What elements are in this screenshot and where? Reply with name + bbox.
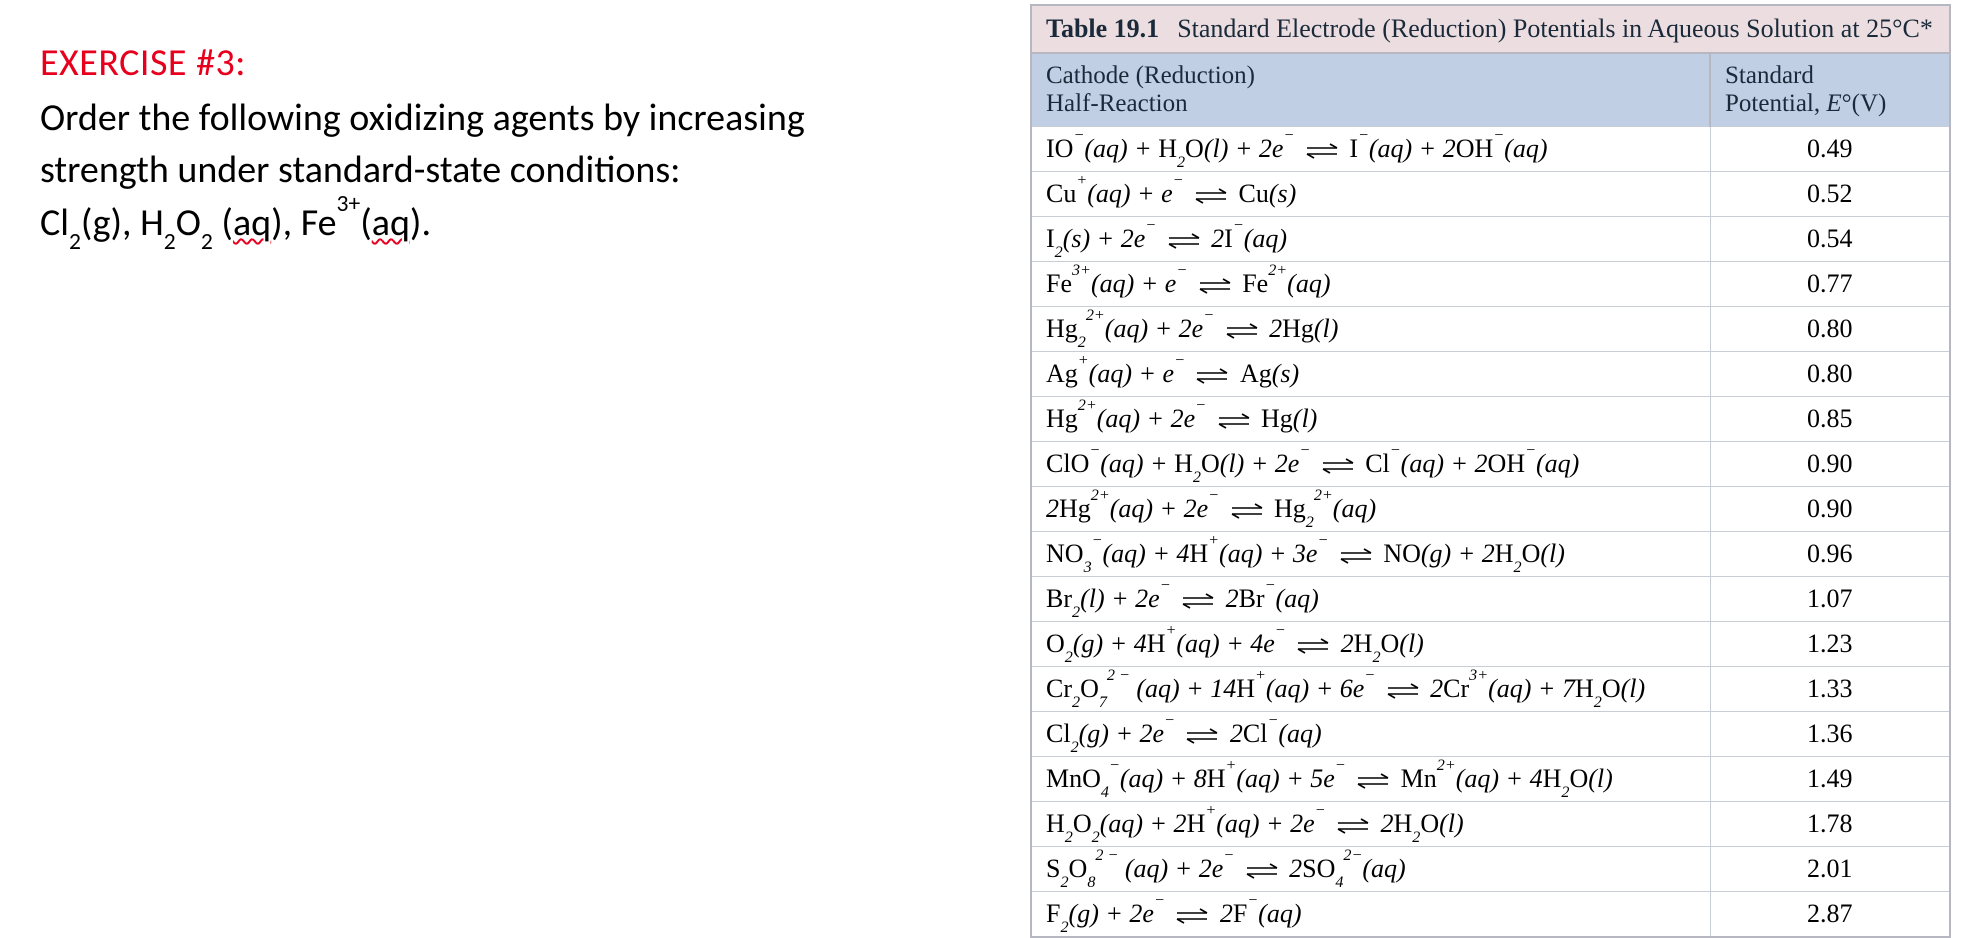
equil-arrow-icon [1177,593,1219,609]
table-row: Hg22+(aq) + 2e− 2Hg(l) 0.80 [1031,307,1950,352]
table-row: 2Hg2+(aq) + 2e− Hg22+(aq) 0.90 [1031,487,1950,532]
table-row: Ag+(aq) + e− Ag(s) 0.80 [1031,352,1950,397]
table-row: I2(s) + 2e− 2I−(aq) 0.54 [1031,217,1950,262]
potential-cell: 0.85 [1710,397,1950,442]
potential-cell: 0.80 [1710,352,1950,397]
table-header-row: Cathode (Reduction) Half-Reaction Standa… [1031,53,1950,127]
equil-arrow-icon [1181,728,1223,744]
equil-arrow-icon [1335,548,1377,564]
potential-cell: 0.52 [1710,172,1950,217]
reaction-cell: Cr2O72 − (aq) + 14H+(aq) + 6e− 2Cr3+(aq)… [1031,667,1710,712]
potential-cell: 0.80 [1710,307,1950,352]
reaction-cell: Cu+(aq) + e− Cu(s) [1031,172,1710,217]
reaction-cell: F2(g) + 2e− 2F−(aq) [1031,892,1710,938]
potential-cell: 0.49 [1710,127,1950,172]
reaction-cell: I2(s) + 2e− 2I−(aq) [1031,217,1710,262]
exercise-species: Cl2(g), H2O2 (aq), Fe3+(aq). [40,200,431,246]
table-row: H2O2(aq) + 2H+(aq) + 2e− 2H2O(l) 1.78 [1031,802,1950,847]
equil-arrow-icon [1382,683,1424,699]
equil-arrow-icon [1317,458,1359,474]
exercise-body: Order the following oxidizing agents by … [40,92,1000,249]
potential-cell: 1.36 [1710,712,1950,757]
exercise-panel: EXERCISE #3: Order the following oxidizi… [0,0,1030,938]
table-title-row: Table 19.1Standard Electrode (Reduction)… [1031,5,1950,53]
table-row: NO3−(aq) + 4H+(aq) + 3e− NO(g) + 2H2O(l)… [1031,532,1950,577]
equil-arrow-icon [1352,773,1394,789]
reaction-cell: MnO4−(aq) + 8H+(aq) + 5e− Mn2+(aq) + 4H2… [1031,757,1710,802]
equil-arrow-icon [1241,863,1283,879]
equil-arrow-icon [1171,908,1213,924]
exercise-line-2: strength under standard-state conditions… [40,147,680,193]
potential-cell: 2.87 [1710,892,1950,938]
potential-cell: 0.96 [1710,532,1950,577]
equil-arrow-icon [1213,413,1255,429]
table-row: MnO4−(aq) + 8H+(aq) + 5e− Mn2+(aq) + 4H2… [1031,757,1950,802]
table-row: S2O82 − (aq) + 2e− 2SO42−(aq) 2.01 [1031,847,1950,892]
table-panel: Table 19.1Standard Electrode (Reduction)… [1030,0,1971,938]
table-row: Cl2(g) + 2e− 2Cl−(aq) 1.36 [1031,712,1950,757]
reduction-potential-table: Table 19.1Standard Electrode (Reduction)… [1030,4,1951,938]
potential-cell: 1.49 [1710,757,1950,802]
equil-arrow-icon [1332,818,1374,834]
potential-cell: 1.78 [1710,802,1950,847]
table-row: Cu+(aq) + e− Cu(s) 0.52 [1031,172,1950,217]
reaction-cell: Br2(l) + 2e− 2Br−(aq) [1031,577,1710,622]
table-row: Fe3+(aq) + e− Fe2+(aq) 0.77 [1031,262,1950,307]
reaction-cell: O2(g) + 4H+(aq) + 4e− 2H2O(l) [1031,622,1710,667]
reaction-cell: Cl2(g) + 2e− 2Cl−(aq) [1031,712,1710,757]
equil-arrow-icon [1301,143,1343,159]
potential-cell: 0.77 [1710,262,1950,307]
reaction-cell: Hg22+(aq) + 2e− 2Hg(l) [1031,307,1710,352]
equil-arrow-icon [1191,368,1233,384]
reaction-cell: H2O2(aq) + 2H+(aq) + 2e− 2H2O(l) [1031,802,1710,847]
reaction-cell: S2O82 − (aq) + 2e− 2SO42−(aq) [1031,847,1710,892]
table-row: ClO−(aq) + H2O(l) + 2e− Cl−(aq) + 2OH−(a… [1031,442,1950,487]
equil-arrow-icon [1190,188,1232,204]
reaction-cell: IO−(aq) + H2O(l) + 2e− I−(aq) + 2OH−(aq) [1031,127,1710,172]
potential-cell: 0.90 [1710,442,1950,487]
table-row: Cr2O72 − (aq) + 14H+(aq) + 6e− 2Cr3+(aq)… [1031,667,1950,712]
reaction-cell: ClO−(aq) + H2O(l) + 2e− Cl−(aq) + 2OH−(a… [1031,442,1710,487]
table-row: Hg2+(aq) + 2e− Hg(l) 0.85 [1031,397,1950,442]
equil-arrow-icon [1226,503,1268,519]
potential-cell: 0.90 [1710,487,1950,532]
exercise-line-1: Order the following oxidizing agents by … [40,95,805,141]
potential-cell: 1.07 [1710,577,1950,622]
reaction-cell: Fe3+(aq) + e− Fe2+(aq) [1031,262,1710,307]
table-title: Table 19.1Standard Electrode (Reduction)… [1031,5,1950,53]
table-row: F2(g) + 2e− 2F−(aq) 2.87 [1031,892,1950,938]
reaction-cell: Ag+(aq) + e− Ag(s) [1031,352,1710,397]
table-row: Br2(l) + 2e− 2Br−(aq) 1.07 [1031,577,1950,622]
equil-arrow-icon [1221,323,1263,339]
equil-arrow-icon [1163,233,1205,249]
potential-cell: 1.23 [1710,622,1950,667]
table-header-potential: Standard Potential, E°(V) [1710,53,1950,127]
potential-cell: 1.33 [1710,667,1950,712]
reaction-cell: 2Hg2+(aq) + 2e− Hg22+(aq) [1031,487,1710,532]
table-row: O2(g) + 4H+(aq) + 4e− 2H2O(l) 1.23 [1031,622,1950,667]
equil-arrow-icon [1292,638,1334,654]
reaction-cell: Hg2+(aq) + 2e− Hg(l) [1031,397,1710,442]
reaction-cell: NO3−(aq) + 4H+(aq) + 3e− NO(g) + 2H2O(l) [1031,532,1710,577]
potential-cell: 2.01 [1710,847,1950,892]
equil-arrow-icon [1194,278,1236,294]
potential-cell: 0.54 [1710,217,1950,262]
table-header-reaction: Cathode (Reduction) Half-Reaction [1031,53,1710,127]
exercise-title: EXERCISE #3: [40,40,1000,86]
table-row: IO−(aq) + H2O(l) + 2e− I−(aq) + 2OH−(aq)… [1031,127,1950,172]
